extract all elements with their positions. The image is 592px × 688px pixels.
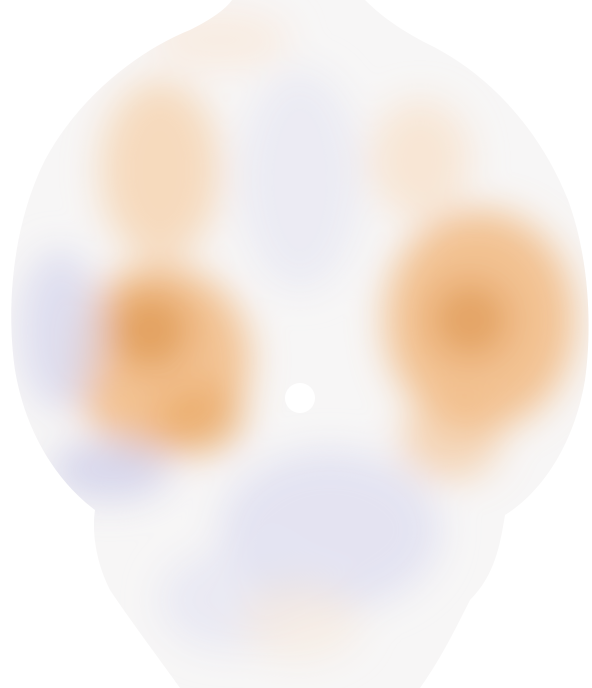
surface-hole: [285, 383, 315, 413]
activation-blobs: [20, 10, 575, 660]
